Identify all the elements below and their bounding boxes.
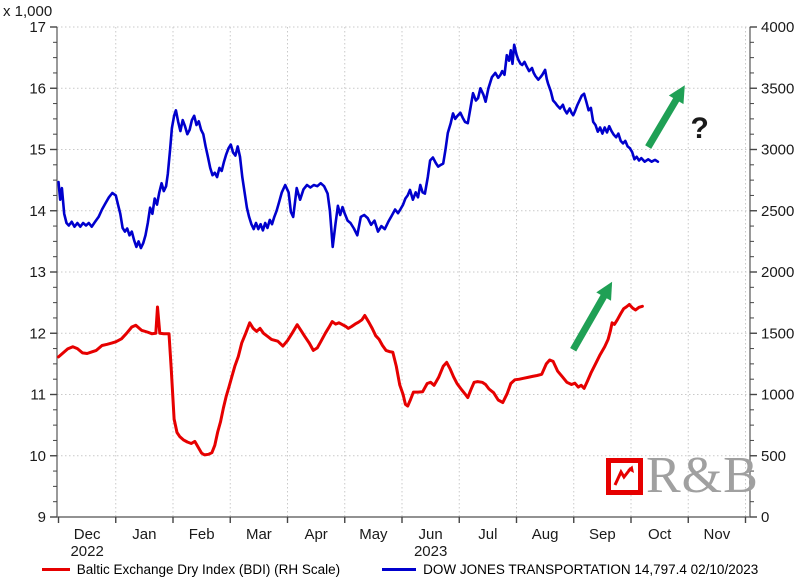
right-axis-tick-label: 1000 bbox=[761, 387, 794, 404]
x-axis-year-label: 2023 bbox=[414, 543, 447, 558]
green-arrow-up-2 bbox=[570, 292, 609, 352]
right-axis-tick-label: 3500 bbox=[761, 80, 794, 97]
left-axis-tick-label: 13 bbox=[29, 264, 46, 281]
x-axis-month-label: Dec bbox=[74, 526, 101, 543]
x-axis-month-label: Apr bbox=[304, 526, 327, 543]
green-arrow-up-1-head bbox=[668, 85, 685, 105]
rb-logo-zigzag-icon bbox=[613, 465, 634, 486]
rb-logo: R&B bbox=[606, 447, 759, 504]
series-line-bdi bbox=[57, 303, 644, 457]
x-axis-month-label: Feb bbox=[189, 526, 215, 543]
left-axis-tick-label: 15 bbox=[29, 142, 46, 159]
right-axis-tick-label: 2000 bbox=[761, 264, 794, 281]
right-axis-tick-label: 500 bbox=[761, 448, 786, 465]
x-axis-month-label: Jun bbox=[419, 526, 443, 543]
legend-label: Baltic Exchange Dry Index (BDI) (RH Scal… bbox=[76, 562, 341, 577]
legend-item-djt: DOW JONES TRANSPORTATION 14,797.4 02/10/… bbox=[382, 562, 758, 577]
x-axis-month-label: May bbox=[359, 526, 388, 543]
right-axis-tick-label: 1500 bbox=[761, 325, 794, 342]
chart-canvas: 17 16 15 14 13 12 11 10 9 4000 3500 3000 2500 2000 150… bbox=[29, 19, 794, 560]
left-axis-tick-label: 17 bbox=[29, 19, 46, 36]
x-axis-month-label: Nov bbox=[704, 526, 731, 543]
x-axis-month-label: Oct bbox=[648, 526, 672, 543]
rb-logo-mark bbox=[606, 457, 643, 495]
x-axis-month-label: Mar bbox=[246, 526, 272, 543]
rb-logo-text: R&B bbox=[646, 447, 759, 504]
right-axis-tick-label: 2500 bbox=[761, 203, 794, 220]
left-axis-tick-label: 16 bbox=[29, 80, 46, 97]
x-axis-month-label: Jul bbox=[478, 526, 497, 543]
green-arrow-up-1 bbox=[645, 95, 681, 149]
legend-swatch bbox=[382, 568, 417, 571]
x-axis-year-label: 2022 bbox=[70, 543, 103, 558]
left-axis-tick-label: 12 bbox=[29, 325, 46, 342]
x-axis-month-label: Sep bbox=[589, 526, 616, 543]
left-axis-tick-label: 11 bbox=[30, 387, 46, 404]
legend-label: DOW JONES TRANSPORTATION 14,797.4 02/10/… bbox=[423, 562, 759, 577]
legend-swatch bbox=[41, 568, 70, 571]
series-line-djt bbox=[57, 43, 660, 250]
legend-item-bdi: Baltic Exchange Dry Index (BDI) (RH Scal… bbox=[41, 562, 341, 577]
question-mark-annotation: ? bbox=[691, 112, 709, 145]
left-axis-multiplier-label: x 1,000 bbox=[3, 3, 53, 20]
right-axis-tick-label: 3000 bbox=[761, 142, 794, 159]
right-axis-tick-label: 4000 bbox=[761, 19, 794, 36]
left-axis-tick-label: 9 bbox=[38, 509, 46, 526]
x-axis-month-label: Jan bbox=[132, 526, 156, 543]
left-axis-tick-label: 14 bbox=[29, 203, 46, 220]
green-arrow-up-2-head bbox=[596, 281, 613, 301]
right-axis-tick-label: 0 bbox=[761, 509, 769, 526]
x-axis-month-label: Aug bbox=[532, 526, 559, 543]
legend: Baltic Exchange Dry Index (BDI) (RH Scal… bbox=[0, 562, 800, 577]
left-axis-tick-label: 10 bbox=[29, 448, 46, 465]
